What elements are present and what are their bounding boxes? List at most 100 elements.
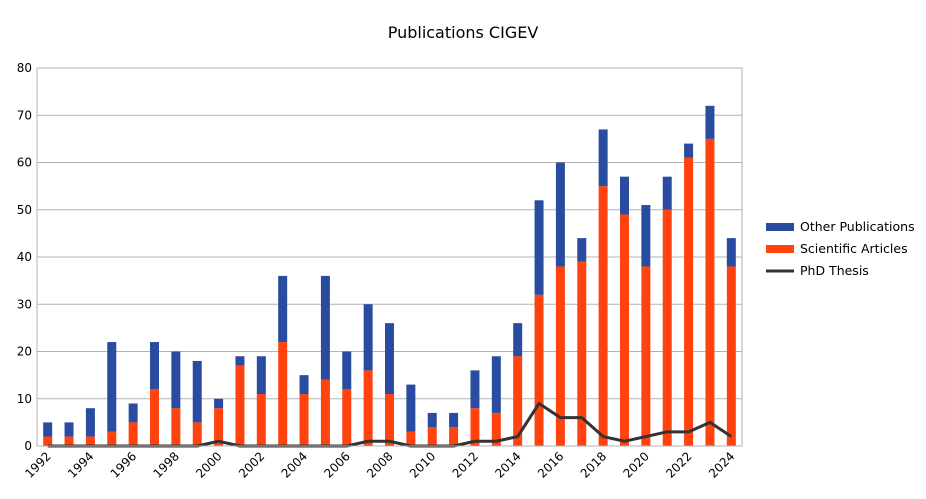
bar-scientific-articles-2019 [620, 214, 629, 446]
bar-other-publications-1993 [64, 422, 74, 437]
x-tick-label: 2014 [492, 449, 523, 480]
bar-other-publications-1998 [171, 351, 181, 409]
x-tick-label: 2002 [236, 449, 267, 480]
y-tick-label: 20 [17, 345, 32, 359]
bar-other-publications-2006 [342, 351, 352, 390]
x-tick-label: 2004 [279, 449, 310, 480]
y-tick-label: 80 [17, 61, 32, 75]
x-tick-label: 1996 [108, 449, 139, 480]
bar-other-publications-2001 [235, 356, 245, 366]
y-tick-label: 40 [17, 250, 32, 264]
bar-other-publications-2018 [598, 129, 608, 187]
bar-scientific-articles-2020 [641, 266, 651, 446]
x-tick-label: 2000 [193, 449, 224, 480]
bar-other-publications-2010 [427, 412, 437, 428]
bar-scientific-articles-2016 [555, 266, 565, 446]
x-axis-ticks: 1992 1994 1996 1998 2000 2002 2004 2006 2008 2010… [22, 449, 737, 480]
bar-scientific-articles-2022 [684, 157, 694, 446]
bar-other-publications-2005 [320, 275, 330, 380]
legend-label-scientific-articles: Scientific Articles [800, 241, 908, 256]
bar-scientific-articles-2003 [278, 342, 288, 446]
bar-scientific-articles-2014 [513, 356, 523, 446]
x-tick-label: 2024 [706, 449, 737, 480]
bar-other-publications-2022 [684, 143, 694, 158]
x-tick-label: 1992 [22, 449, 53, 480]
bar-other-publications-1995 [107, 342, 117, 432]
bar-other-publications-1992 [43, 422, 53, 437]
bar-other-publications-2014 [513, 323, 523, 357]
bars [43, 105, 736, 446]
bar-scientific-articles-1999 [192, 422, 202, 446]
bar-scientific-articles-2000 [214, 408, 224, 446]
bar-other-publications-1999 [192, 360, 202, 423]
bar-scientific-articles-2013 [491, 412, 501, 446]
bar-other-publications-2003 [278, 275, 288, 343]
bar-other-publications-1994 [85, 408, 95, 437]
x-tick-label: 2012 [450, 449, 481, 480]
bar-other-publications-2007 [363, 304, 373, 371]
bar-scientific-articles-2010 [427, 427, 437, 446]
bar-scientific-articles-2004 [299, 394, 309, 446]
y-tick-label: 50 [17, 203, 32, 217]
x-tick-label: 2020 [620, 449, 651, 480]
legend-label-other-publications: Other Publications [800, 219, 915, 234]
bar-scientific-articles-2018 [598, 186, 608, 446]
bar-other-publications-2004 [299, 375, 309, 395]
bar-other-publications-2020 [641, 205, 651, 267]
bar-other-publications-2021 [662, 176, 672, 210]
y-tick-label: 60 [17, 156, 32, 170]
bar-scientific-articles-2024 [726, 266, 736, 446]
legend-label-phd-thesis: PhD Thesis [800, 263, 869, 278]
chart-title: Publications CIGEV [388, 23, 539, 42]
bar-other-publications-2023 [705, 105, 715, 139]
bar-other-publications-2000 [214, 398, 224, 409]
legend: Other Publications Scientific Articles PhD… [766, 219, 915, 278]
y-tick-label: 70 [17, 108, 32, 122]
bar-scientific-articles-2011 [449, 427, 459, 446]
x-tick-label: 2016 [535, 449, 566, 480]
bar-other-publications-2009 [406, 384, 416, 432]
plot-frame [36, 67, 743, 447]
bar-scientific-articles-2006 [342, 389, 352, 446]
x-tick-label: 2018 [578, 449, 609, 480]
bar-other-publications-2019 [620, 176, 629, 215]
legend-swatch-scientific-articles [766, 245, 794, 253]
bar-scientific-articles-2005 [320, 379, 330, 446]
x-tick-label: 2010 [407, 449, 438, 480]
bar-scientific-articles-2012 [470, 408, 480, 446]
bar-other-publications-2012 [470, 370, 480, 409]
bar-other-publications-2008 [385, 323, 394, 395]
bar-scientific-articles-2008 [385, 394, 394, 446]
bar-scientific-articles-1997 [150, 389, 159, 446]
bar-scientific-articles-2001 [235, 365, 245, 446]
bar-other-publications-1997 [150, 342, 159, 390]
bar-scientific-articles-1996 [128, 422, 138, 446]
x-tick-label: 2006 [321, 449, 352, 480]
bar-scientific-articles-2009 [406, 431, 416, 446]
x-tick-label: 2008 [364, 449, 395, 480]
bar-other-publications-2017 [577, 238, 587, 262]
bar-scientific-articles-2021 [662, 209, 672, 446]
bar-scientific-articles-2015 [534, 294, 544, 446]
y-tick-label: 30 [17, 297, 32, 311]
y-tick-label: 0 [24, 439, 32, 453]
x-tick-label: 2022 [663, 449, 694, 480]
bar-scientific-articles-2007 [363, 370, 373, 446]
bar-scientific-articles-1994 [85, 436, 95, 446]
bar-other-publications-2002 [256, 356, 266, 395]
bar-scientific-articles-2023 [705, 138, 715, 446]
bar-scientific-articles-1992 [43, 436, 53, 446]
x-tick-label: 1994 [65, 449, 96, 480]
bar-scientific-articles-1993 [64, 436, 74, 446]
y-tick-label: 10 [17, 392, 32, 406]
y-axis-ticks: 0 10 20 30 40 50 60 70 80 [17, 61, 32, 453]
bar-other-publications-2016 [555, 162, 565, 267]
legend-swatch-other-publications [766, 223, 794, 231]
bar-scientific-articles-1998 [171, 408, 181, 446]
x-tick-label: 1998 [150, 449, 181, 480]
bar-scientific-articles-2017 [577, 261, 587, 446]
bar-other-publications-2011 [449, 412, 459, 428]
bar-other-publications-2015 [534, 200, 544, 295]
bar-scientific-articles-1995 [107, 431, 117, 446]
